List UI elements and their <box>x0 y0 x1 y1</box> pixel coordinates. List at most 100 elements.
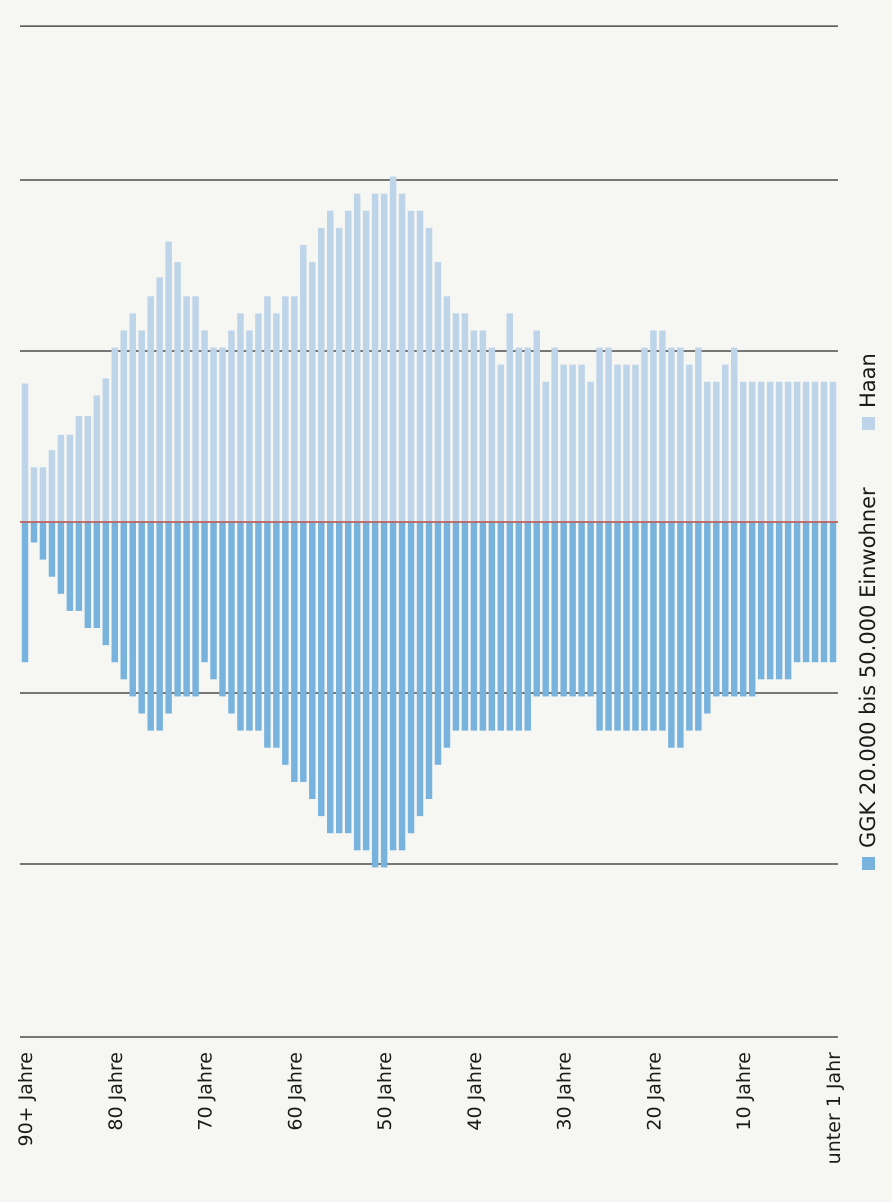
bar-haan-age-77 <box>138 330 145 522</box>
bar-ggk-age-69 <box>210 522 217 680</box>
bar-haan-age-46 <box>416 210 424 522</box>
tick-label: 90+ Jahre <box>15 1052 37 1147</box>
bar-haan-age-79 <box>120 330 127 522</box>
bar-haan-age-85 <box>66 434 74 522</box>
bar-haan-age-0 <box>829 381 837 522</box>
bars-group <box>21 176 837 868</box>
bar-ggk-age-32 <box>542 522 549 697</box>
bar-ggk-age-52 <box>362 522 370 851</box>
bar-ggk-age-54 <box>344 522 352 834</box>
bar-ggk-age-51 <box>371 522 379 868</box>
age-tick-labels: 90+ Jahre 80 Jahre 70 Jahre 60 Jahre 50 Jahr… <box>15 1052 845 1164</box>
bar-ggk-age-81 <box>102 522 110 646</box>
bar-ggk-age-74 <box>165 522 172 714</box>
bar-ggk-age-38 <box>488 522 496 731</box>
bar-haan-age-75 <box>156 277 163 522</box>
bar-haan-age-12 <box>722 364 729 522</box>
bar-haan-age-52 <box>362 210 370 522</box>
bar-haan-age-3 <box>802 381 810 522</box>
bar-haan-age-43 <box>443 296 451 522</box>
bar-haan-age-59 <box>300 244 307 523</box>
bar-ggk-age-86 <box>57 522 65 594</box>
bar-haan-age-90+ <box>21 383 29 522</box>
legend-swatch-ggk <box>862 857 875 870</box>
bar-ggk-age-1 <box>820 522 828 663</box>
bar-haan-age-76 <box>147 296 154 522</box>
bar-haan-age-78 <box>129 313 136 522</box>
bar-haan-age-2 <box>811 381 819 522</box>
bar-ggk-age-83 <box>84 522 92 629</box>
legend-swatch-haan <box>862 417 875 430</box>
bar-ggk-age-40 <box>470 522 478 731</box>
bar-ggk-age-21 <box>641 522 648 731</box>
bar-haan-age-58 <box>309 262 316 522</box>
bar-haan-age-22 <box>632 364 639 522</box>
bar-ggk-age-66 <box>237 522 244 731</box>
bar-haan-age-19 <box>659 330 666 522</box>
bar-ggk-age-30 <box>560 522 567 697</box>
bar-ggk-age-4 <box>793 522 801 663</box>
bar-ggk-age-48 <box>398 522 406 851</box>
bar-ggk-age-61 <box>282 522 289 765</box>
bar-haan-age-30 <box>560 364 567 522</box>
bar-haan-age-66 <box>237 313 244 522</box>
bar-haan-age-62 <box>273 313 280 522</box>
bar-ggk-age-82 <box>93 522 101 629</box>
bar-haan-age-51 <box>371 193 379 522</box>
bar-haan-age-7 <box>766 381 774 522</box>
bar-ggk-age-79 <box>120 522 127 680</box>
bar-ggk-age-65 <box>246 522 253 731</box>
bar-ggk-age-13 <box>713 522 720 697</box>
bar-haan-age-68 <box>219 347 226 522</box>
bar-haan-age-63 <box>264 296 271 522</box>
bar-haan-age-17 <box>677 347 684 522</box>
bar-haan-age-87 <box>48 450 56 522</box>
bar-ggk-age-10 <box>739 522 747 697</box>
bar-haan-age-28 <box>578 364 585 522</box>
bar-ggk-age-12 <box>722 522 729 697</box>
bar-ggk-age-5 <box>784 522 792 680</box>
bar-ggk-age-59 <box>300 522 307 782</box>
bar-ggk-age-64 <box>255 522 262 731</box>
bar-haan-age-64 <box>255 313 262 522</box>
bar-ggk-age-49 <box>389 522 397 851</box>
bar-ggk-age-43 <box>443 522 451 748</box>
bar-haan-age-71 <box>192 296 199 522</box>
bar-haan-age-48 <box>398 193 406 522</box>
tick-label: 70 Jahre <box>195 1052 217 1131</box>
bar-ggk-age-50 <box>380 522 388 868</box>
bar-haan-age-5 <box>784 381 792 522</box>
bar-ggk-age-68 <box>219 522 226 697</box>
bar-haan-age-86 <box>57 434 65 522</box>
bar-haan-age-24 <box>614 364 621 522</box>
bar-haan-age-11 <box>731 347 738 522</box>
bar-haan-age-50 <box>380 193 388 522</box>
bar-ggk-age-70 <box>201 522 208 663</box>
bar-ggk-age-85 <box>66 522 74 611</box>
bar-haan-age-80 <box>111 347 119 522</box>
bar-ggk-age-34 <box>524 522 531 731</box>
bar-haan-age-55 <box>335 227 343 522</box>
bar-haan-age-1 <box>820 381 828 522</box>
bar-haan-age-83 <box>84 415 92 522</box>
bar-haan-age-53 <box>353 193 361 522</box>
bar-ggk-age-9 <box>748 522 756 697</box>
bar-haan-age-33 <box>533 330 540 522</box>
bar-ggk-age-14 <box>704 522 711 714</box>
bar-haan-age-34 <box>524 347 531 522</box>
bar-ggk-age-89 <box>30 522 38 543</box>
bar-haan-age-15 <box>695 347 702 522</box>
bar-ggk-age-28 <box>578 522 585 697</box>
bar-haan-age-40 <box>470 330 478 522</box>
bar-haan-age-6 <box>775 381 783 522</box>
tick-label: 50 Jahre <box>374 1052 396 1131</box>
bar-ggk-age-42 <box>452 522 460 731</box>
bar-haan-age-84 <box>75 415 83 522</box>
bar-ggk-age-0 <box>829 522 837 663</box>
tick-label: 30 Jahre <box>554 1052 576 1131</box>
bar-haan-age-27 <box>587 381 594 522</box>
bar-haan-age-44 <box>434 262 442 522</box>
bar-haan-age-54 <box>344 210 352 522</box>
bar-ggk-age-24 <box>614 522 621 731</box>
